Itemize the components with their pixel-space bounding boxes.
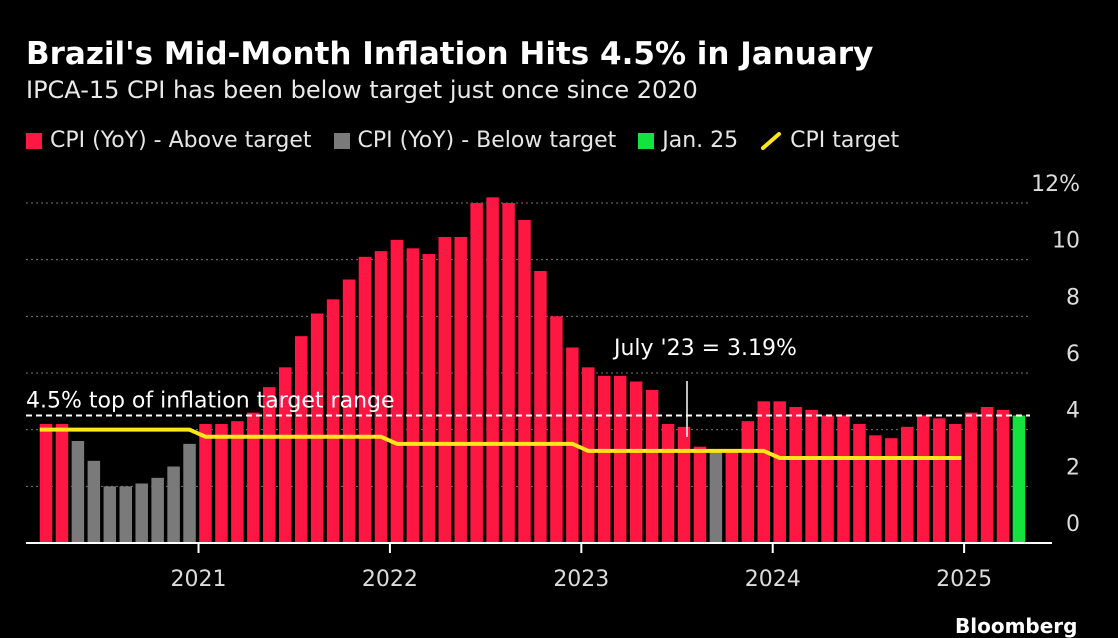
- legend-swatch-above: [26, 132, 42, 149]
- bar: [486, 197, 499, 544]
- bar: [805, 409, 818, 543]
- bar: [741, 421, 755, 543]
- bar: [151, 477, 164, 543]
- target-line-group: [39, 427, 962, 460]
- bar: [279, 367, 292, 543]
- bar: [470, 203, 483, 543]
- chart-subtitle: IPCA-15 CPI has been below target just o…: [26, 76, 698, 104]
- bar: [199, 424, 212, 543]
- reference-line-group: 4.5% top of inflation target range: [26, 389, 1030, 417]
- bars: [39, 197, 1026, 544]
- bar: [725, 452, 739, 543]
- bar: [1012, 415, 1026, 543]
- bar: [438, 237, 451, 543]
- bar: [534, 271, 547, 543]
- legend-swatch-latest: [638, 132, 655, 149]
- bar: [645, 390, 659, 543]
- x-axis: 2021 2022 2023 2024 2025: [26, 542, 1052, 592]
- bar: [326, 299, 340, 543]
- bar: [71, 441, 85, 543]
- y-tick-label: 0: [1066, 512, 1080, 537]
- annotation-label: July '23 = 3.19%: [612, 336, 797, 361]
- reference-line-label: 4.5% top of inflation target range: [26, 389, 395, 414]
- bar: [885, 438, 898, 543]
- legend-label-below: CPI (YoY) - Below target: [357, 128, 617, 153]
- bar: [821, 415, 834, 543]
- bar: [613, 375, 627, 543]
- bar: [773, 401, 786, 543]
- bar: [996, 409, 1010, 543]
- x-tick-label: 2025: [936, 567, 992, 592]
- bar: [598, 375, 611, 543]
- bar: [135, 483, 148, 543]
- y-tick-label: 10: [1052, 229, 1080, 254]
- legend-swatch-target: [761, 131, 782, 150]
- legend-label-target: CPI target: [790, 128, 900, 153]
- bar: [853, 424, 866, 543]
- bar: [55, 424, 69, 543]
- bar: [390, 239, 404, 544]
- bar: [183, 443, 196, 543]
- bar: [422, 254, 436, 543]
- bar: [39, 424, 53, 543]
- bar: [310, 313, 324, 543]
- bar: [789, 407, 802, 543]
- y-axis: 0 2 4 6 8 10 12%: [1031, 172, 1080, 537]
- bar: [119, 486, 132, 543]
- bar: [980, 407, 994, 543]
- bar: [406, 248, 420, 544]
- bar: [518, 220, 531, 543]
- y-tick-label: 4: [1066, 399, 1080, 424]
- bar: [693, 446, 707, 543]
- bar: [247, 412, 260, 543]
- bar: [374, 251, 388, 543]
- bar: [550, 316, 563, 543]
- chart-title: Brazil's Mid-Month Inflation Hits 4.5% i…: [26, 36, 874, 72]
- x-tick-label: 2021: [171, 567, 227, 592]
- legend-label-above: CPI (YoY) - Above target: [50, 128, 312, 153]
- target-line: [39, 427, 962, 460]
- source-label: Bloomberg: [955, 614, 1078, 638]
- bar: [948, 424, 962, 543]
- y-tick-label: 8: [1066, 285, 1080, 310]
- bar: [294, 336, 308, 543]
- bar: [932, 418, 946, 543]
- bar: [263, 387, 276, 543]
- bar: [917, 415, 930, 543]
- y-tick-label: 12%: [1031, 172, 1080, 197]
- bar: [629, 381, 643, 543]
- legend-label-latest: Jan. 25: [662, 128, 739, 153]
- bar: [709, 452, 723, 543]
- bar: [215, 424, 228, 543]
- bar: [167, 466, 180, 543]
- bar: [757, 401, 770, 543]
- bar: [901, 426, 914, 543]
- bar: [661, 424, 675, 543]
- bar: [103, 486, 117, 543]
- bar: [869, 435, 882, 543]
- bar: [454, 237, 467, 543]
- legend-item-target: CPI target: [760, 128, 899, 153]
- y-tick-label: 2: [1066, 455, 1080, 480]
- bar: [502, 203, 515, 543]
- x-tick-label: 2023: [553, 567, 609, 592]
- annotation-group: July '23 = 3.19%: [612, 336, 797, 437]
- bar: [677, 426, 691, 543]
- bar: [964, 412, 978, 543]
- x-tick-label: 2024: [745, 567, 801, 592]
- x-tick-label: 2022: [362, 567, 418, 592]
- legend: CPI (YoY) - Above target CPI (YoY) - Bel…: [26, 128, 921, 153]
- bar: [358, 256, 372, 543]
- bar: [837, 415, 850, 543]
- bar: [342, 279, 356, 543]
- bar: [582, 367, 595, 543]
- legend-item-latest: Jan. 25: [638, 128, 738, 153]
- bar: [231, 421, 244, 543]
- bar: [87, 460, 101, 543]
- legend-swatch-below: [333, 132, 350, 149]
- legend-item-below-target: CPI (YoY) - Below target: [333, 128, 617, 153]
- legend-item-above-target: CPI (YoY) - Above target: [26, 128, 312, 153]
- y-tick-label: 6: [1066, 342, 1080, 367]
